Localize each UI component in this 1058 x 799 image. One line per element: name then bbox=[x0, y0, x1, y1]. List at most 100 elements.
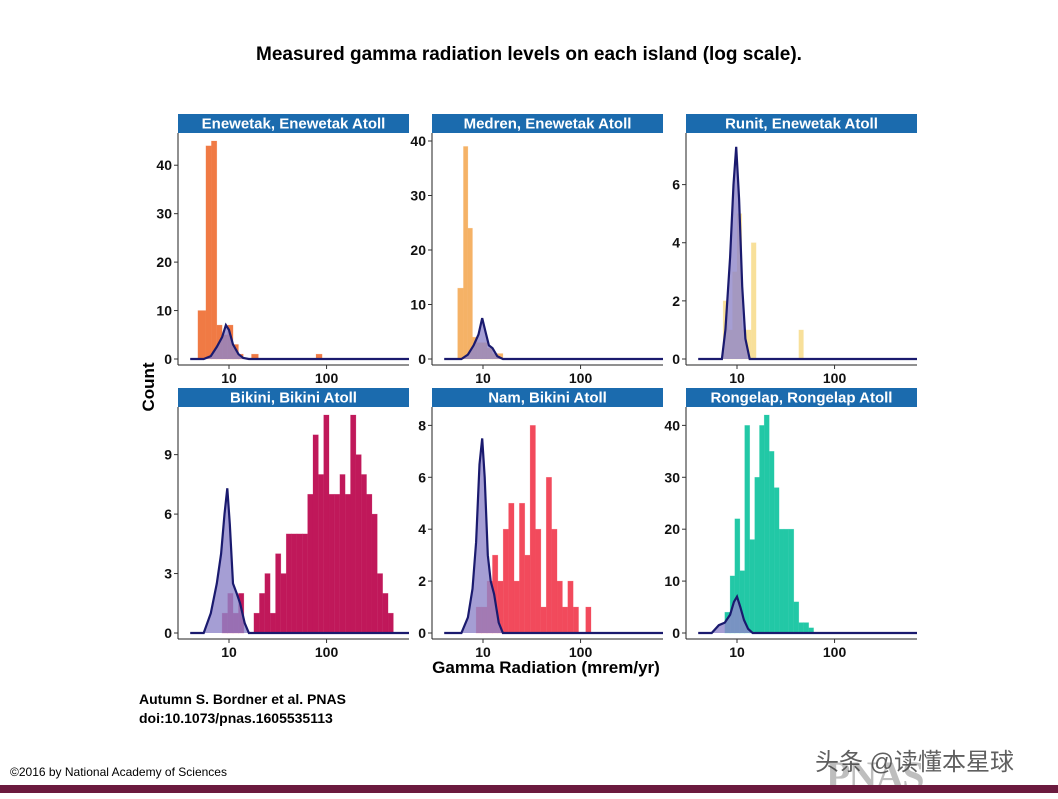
y-tick-label: 6 bbox=[672, 177, 680, 193]
histogram-bar bbox=[535, 528, 542, 634]
y-tick-label: 8 bbox=[418, 417, 426, 433]
y-tick-label: 10 bbox=[664, 573, 680, 589]
panel: Nam, Bikini Atoll 0 2 4 6 8 10 100 bbox=[418, 388, 663, 660]
panel-strip bbox=[686, 114, 917, 133]
y-tick-label: 2 bbox=[672, 293, 680, 309]
histogram-bar bbox=[328, 493, 335, 634]
histogram-bar bbox=[551, 528, 558, 634]
histogram-bar bbox=[768, 451, 775, 634]
x-axis-label: Gamma Radiation (mrem/yr) bbox=[432, 658, 660, 677]
histogram-bar bbox=[275, 553, 282, 634]
panel: Rongelap, Rongelap Atoll 0 10 20 30 40 10 100 bbox=[664, 388, 917, 660]
y-tick-label: 10 bbox=[410, 297, 426, 313]
histogram-bar bbox=[205, 145, 212, 360]
y-tick-label: 2 bbox=[418, 573, 426, 589]
histogram-bar bbox=[778, 528, 785, 634]
histogram-bar bbox=[291, 533, 298, 634]
y-tick-label: 4 bbox=[672, 235, 680, 251]
x-tick-label: 10 bbox=[221, 644, 237, 660]
histogram-bar bbox=[371, 513, 378, 634]
copyright: ©2016 by National Academy of Sciences bbox=[10, 765, 227, 779]
density-curve bbox=[190, 322, 409, 361]
histogram-bar bbox=[307, 493, 314, 634]
x-tick-label: 100 bbox=[823, 644, 847, 660]
panel: Enewetak, Enewetak Atoll 0 10 20 30 40 10 100 bbox=[156, 114, 409, 386]
x-tick-label: 10 bbox=[729, 644, 745, 660]
histogram-bar bbox=[344, 493, 351, 634]
x-tick-label: 100 bbox=[315, 370, 339, 386]
density-curve bbox=[444, 438, 663, 635]
histogram-bar bbox=[360, 474, 367, 634]
histogram-bar bbox=[803, 622, 809, 634]
histogram-bar bbox=[540, 606, 547, 634]
x-tick-label: 10 bbox=[221, 370, 237, 386]
histogram-bar bbox=[197, 310, 207, 360]
y-tick-label: 3 bbox=[164, 566, 172, 582]
histogram-bar bbox=[508, 502, 515, 634]
watermark: 头条 @读懂本星球 bbox=[815, 749, 1015, 776]
histogram-bar bbox=[793, 601, 800, 634]
x-tick-label: 100 bbox=[823, 370, 847, 386]
panel-strip bbox=[178, 114, 409, 133]
panel-strip-label: Medren, Enewetak Atoll bbox=[464, 116, 632, 133]
histogram-bar bbox=[264, 573, 271, 634]
panel-strip-label: Nam, Bikini Atoll bbox=[488, 390, 607, 407]
histogram-bar bbox=[350, 414, 357, 634]
x-tick-label: 10 bbox=[729, 370, 745, 386]
y-tick-label: 20 bbox=[410, 242, 426, 258]
histogram-bar bbox=[463, 146, 469, 360]
y-tick-label: 6 bbox=[418, 469, 426, 485]
histogram-bar bbox=[754, 476, 760, 634]
histogram-bar bbox=[556, 580, 563, 634]
panel-strip bbox=[432, 114, 663, 133]
x-tick-label: 100 bbox=[315, 644, 339, 660]
density-area bbox=[178, 488, 409, 633]
histogram-bar bbox=[333, 493, 341, 634]
x-tick-label: 100 bbox=[569, 370, 593, 386]
histogram-bar bbox=[339, 474, 346, 634]
y-tick-label: 10 bbox=[156, 303, 172, 319]
histogram-bar bbox=[773, 487, 780, 634]
histogram-bar bbox=[749, 539, 756, 634]
y-tick-label: 0 bbox=[672, 625, 680, 641]
y-tick-label: 0 bbox=[418, 351, 426, 367]
histogram-bar bbox=[744, 425, 751, 634]
histogram-bar bbox=[280, 573, 287, 634]
histogram-bar bbox=[562, 606, 569, 634]
y-tick-label: 40 bbox=[664, 417, 680, 433]
histogram-bar bbox=[253, 612, 260, 634]
y-tick-label: 0 bbox=[164, 351, 172, 367]
citation: Autumn S. Bordner et al. PNAS doi:10.107… bbox=[139, 690, 346, 728]
panel-strip-label: Enewetak, Enewetak Atoll bbox=[202, 116, 386, 133]
y-tick-label: 40 bbox=[410, 133, 426, 149]
panel-strip-label: Rongelap, Rongelap Atoll bbox=[711, 390, 893, 407]
histogram-bar bbox=[269, 612, 276, 634]
y-tick-label: 30 bbox=[410, 188, 426, 204]
histogram-bar bbox=[572, 606, 579, 634]
histogram-bar bbox=[296, 533, 303, 634]
y-tick-label: 9 bbox=[164, 447, 172, 463]
y-tick-label: 0 bbox=[418, 625, 426, 641]
y-tick-label: 30 bbox=[156, 206, 172, 222]
panel: Medren, Enewetak Atoll 0 10 20 30 40 10 100 bbox=[410, 114, 663, 386]
histogram-bar bbox=[259, 593, 266, 634]
y-tick-label: 20 bbox=[156, 254, 172, 270]
y-tick-label: 40 bbox=[156, 157, 172, 173]
histogram-bar bbox=[376, 573, 383, 634]
histogram-bar bbox=[567, 580, 574, 634]
panel: Bikini, Bikini Atoll 0 3 6 9 10 100 bbox=[164, 388, 409, 660]
histogram-bar bbox=[750, 242, 757, 360]
density-area bbox=[432, 318, 663, 359]
histogram-bar bbox=[788, 528, 795, 634]
panel-strip-label: Bikini, Bikini Atoll bbox=[230, 390, 357, 407]
histogram-bar bbox=[585, 606, 592, 634]
density-area bbox=[686, 146, 917, 359]
panel: Runit, Enewetak Atoll 0 2 4 6 10 100 bbox=[672, 114, 917, 386]
density-curve bbox=[698, 146, 917, 361]
histogram-bar bbox=[545, 476, 552, 634]
histogram-bar bbox=[759, 425, 765, 634]
y-tick-label: 30 bbox=[664, 469, 680, 485]
x-tick-label: 10 bbox=[475, 370, 491, 386]
y-axis-label: Count bbox=[139, 362, 158, 411]
